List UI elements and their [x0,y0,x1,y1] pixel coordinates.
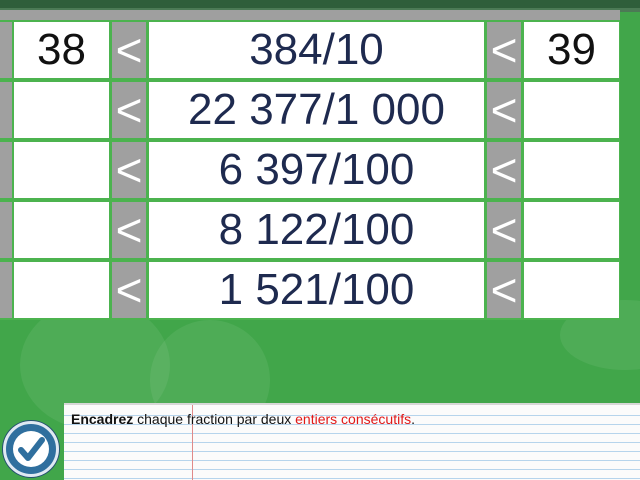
less-than-sign: < [112,22,146,78]
less-than-sign-text: < [490,24,518,76]
instruction-middle: chaque fraction par deux [133,411,296,427]
fraction-cell-text: 1 521/100 [218,265,415,314]
fraction-cell: 384/10 [149,22,484,78]
less-than-sign-text: < [115,144,143,196]
upper-bound-cell[interactable] [524,82,619,138]
fraction-cell: 22 377/1 000 [149,82,484,138]
upper-bound-cell-text: 39 [547,25,596,74]
lower-bound-cell-text: 38 [37,25,86,74]
less-than-sign-text: < [490,144,518,196]
lower-bound-cell[interactable] [14,82,109,138]
upper-bound-cell[interactable]: 39 [524,22,619,78]
lower-bound-cell[interactable] [14,142,109,198]
less-than-sign: < [487,22,521,78]
row-edge [0,202,12,258]
lower-bound-cell[interactable] [14,262,109,318]
fraction-cell-text: 384/10 [249,25,384,74]
less-than-sign: < [487,82,521,138]
row-edge [0,82,12,138]
instruction-end: . [411,411,415,427]
less-than-sign: < [112,82,146,138]
lower-bound-cell[interactable]: 38 [14,22,109,78]
less-than-sign-text: < [115,204,143,256]
instruction-text: Encadrez chaque fraction par deux entier… [71,411,415,427]
less-than-sign: < [487,262,521,318]
grid-header [0,10,620,20]
row-edge [0,262,12,318]
less-than-sign: < [487,202,521,258]
upper-bound-cell[interactable] [524,202,619,258]
upper-bound-cell[interactable] [524,262,619,318]
upper-bound-cell[interactable] [524,142,619,198]
fraction-cell: 8 122/100 [149,202,484,258]
fraction-cell-text: 8 122/100 [218,205,415,254]
less-than-sign: < [112,262,146,318]
instruction-highlight: entiers consécutifs [295,411,412,427]
fraction-cell-text: 22 377/1 000 [188,85,445,134]
less-than-sign-text: < [490,204,518,256]
less-than-sign-text: < [115,24,143,76]
lower-bound-cell[interactable] [14,202,109,258]
less-than-sign: < [112,202,146,258]
less-than-sign: < [112,142,146,198]
less-than-sign-text: < [115,84,143,136]
validate-button[interactable] [3,421,59,477]
row-edge [0,22,12,78]
margin-line [192,405,193,480]
less-than-sign-text: < [490,84,518,136]
less-than-sign: < [487,142,521,198]
fraction-cell: 6 397/100 [149,142,484,198]
less-than-sign-text: < [490,264,518,316]
instruction-verb: Encadrez [71,411,134,427]
less-than-sign-text: < [115,264,143,316]
fraction-cell: 1 521/100 [149,262,484,318]
instruction-panel: Encadrez chaque fraction par deux entier… [64,403,640,480]
checkmark-icon [13,431,49,467]
row-edge [0,142,12,198]
fraction-cell-text: 6 397/100 [218,145,415,194]
